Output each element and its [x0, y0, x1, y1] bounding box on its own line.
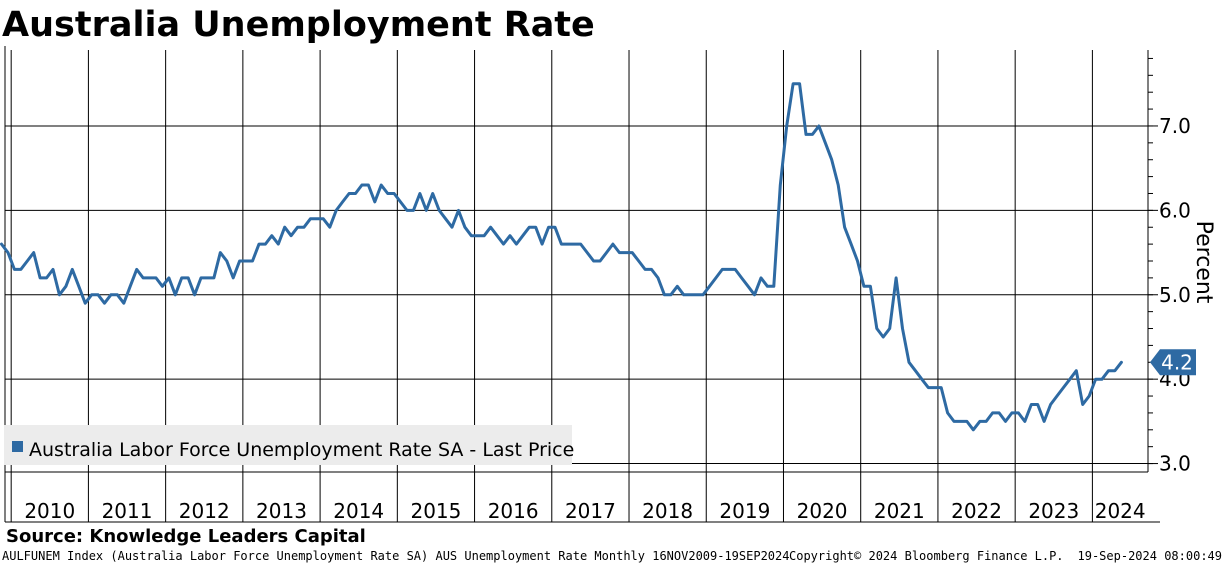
- y-tick-label: 5.0: [1159, 283, 1191, 307]
- footer-timestamp: 19-Sep-2024 08:00:49: [1077, 549, 1223, 563]
- y-tick-label: 7.0: [1159, 114, 1191, 138]
- series: [0, 82, 1123, 432]
- x-tick-label: 2020: [797, 499, 848, 523]
- y-tick-label: 6.0: [1159, 198, 1191, 222]
- y-tick-label: 3.0: [1159, 452, 1191, 476]
- x-axis: 2010 2011 2012 2013 2014 2015 2016 2017 2018 2019…: [24, 499, 1145, 523]
- x-tick-label: 2011: [102, 499, 153, 523]
- x-tick-label: 2024: [1095, 499, 1146, 523]
- legend: Australia Labor Force Unemployment Rate …: [4, 425, 574, 465]
- footer-copyright: Copyright© 2024 Bloomberg Finance L.P.: [789, 549, 1064, 563]
- x-tick-label: 2023: [1028, 499, 1079, 523]
- x-tick-label: 2019: [719, 499, 770, 523]
- x-tick-label: 2012: [179, 499, 230, 523]
- x-tick-label: 2016: [488, 499, 539, 523]
- chart-title: Australia Unemployment Rate: [2, 5, 595, 45]
- x-tick-label: 2018: [642, 499, 693, 523]
- last-value-marker: 4.2: [1150, 349, 1196, 376]
- last-value-badge: [1150, 349, 1196, 376]
- x-tick-label: 2015: [410, 499, 461, 523]
- legend-swatch: [12, 441, 23, 452]
- legend-box: [4, 425, 572, 465]
- x-tick-label: 2021: [874, 499, 925, 523]
- x-tick-label: 2017: [565, 499, 616, 523]
- footer-index-info: AULFUNEM Index (Australia Labor Force Un…: [2, 549, 790, 563]
- last-value-label: 4.2: [1161, 350, 1193, 374]
- y-axis-label: Percent: [1191, 221, 1216, 304]
- x-tick-label: 2014: [333, 499, 384, 523]
- x-tick-label: 2010: [24, 499, 75, 523]
- legend-label: Australia Labor Force Unemployment Rate …: [29, 439, 574, 461]
- x-tick-label: 2022: [951, 499, 1002, 523]
- source-note: Source: Knowledge Leaders Capital: [6, 526, 366, 547]
- y-axis: 3.04.05.06.07.0: [1159, 114, 1191, 476]
- x-tick-label: 2013: [256, 499, 307, 523]
- series-line: [0, 82, 1123, 432]
